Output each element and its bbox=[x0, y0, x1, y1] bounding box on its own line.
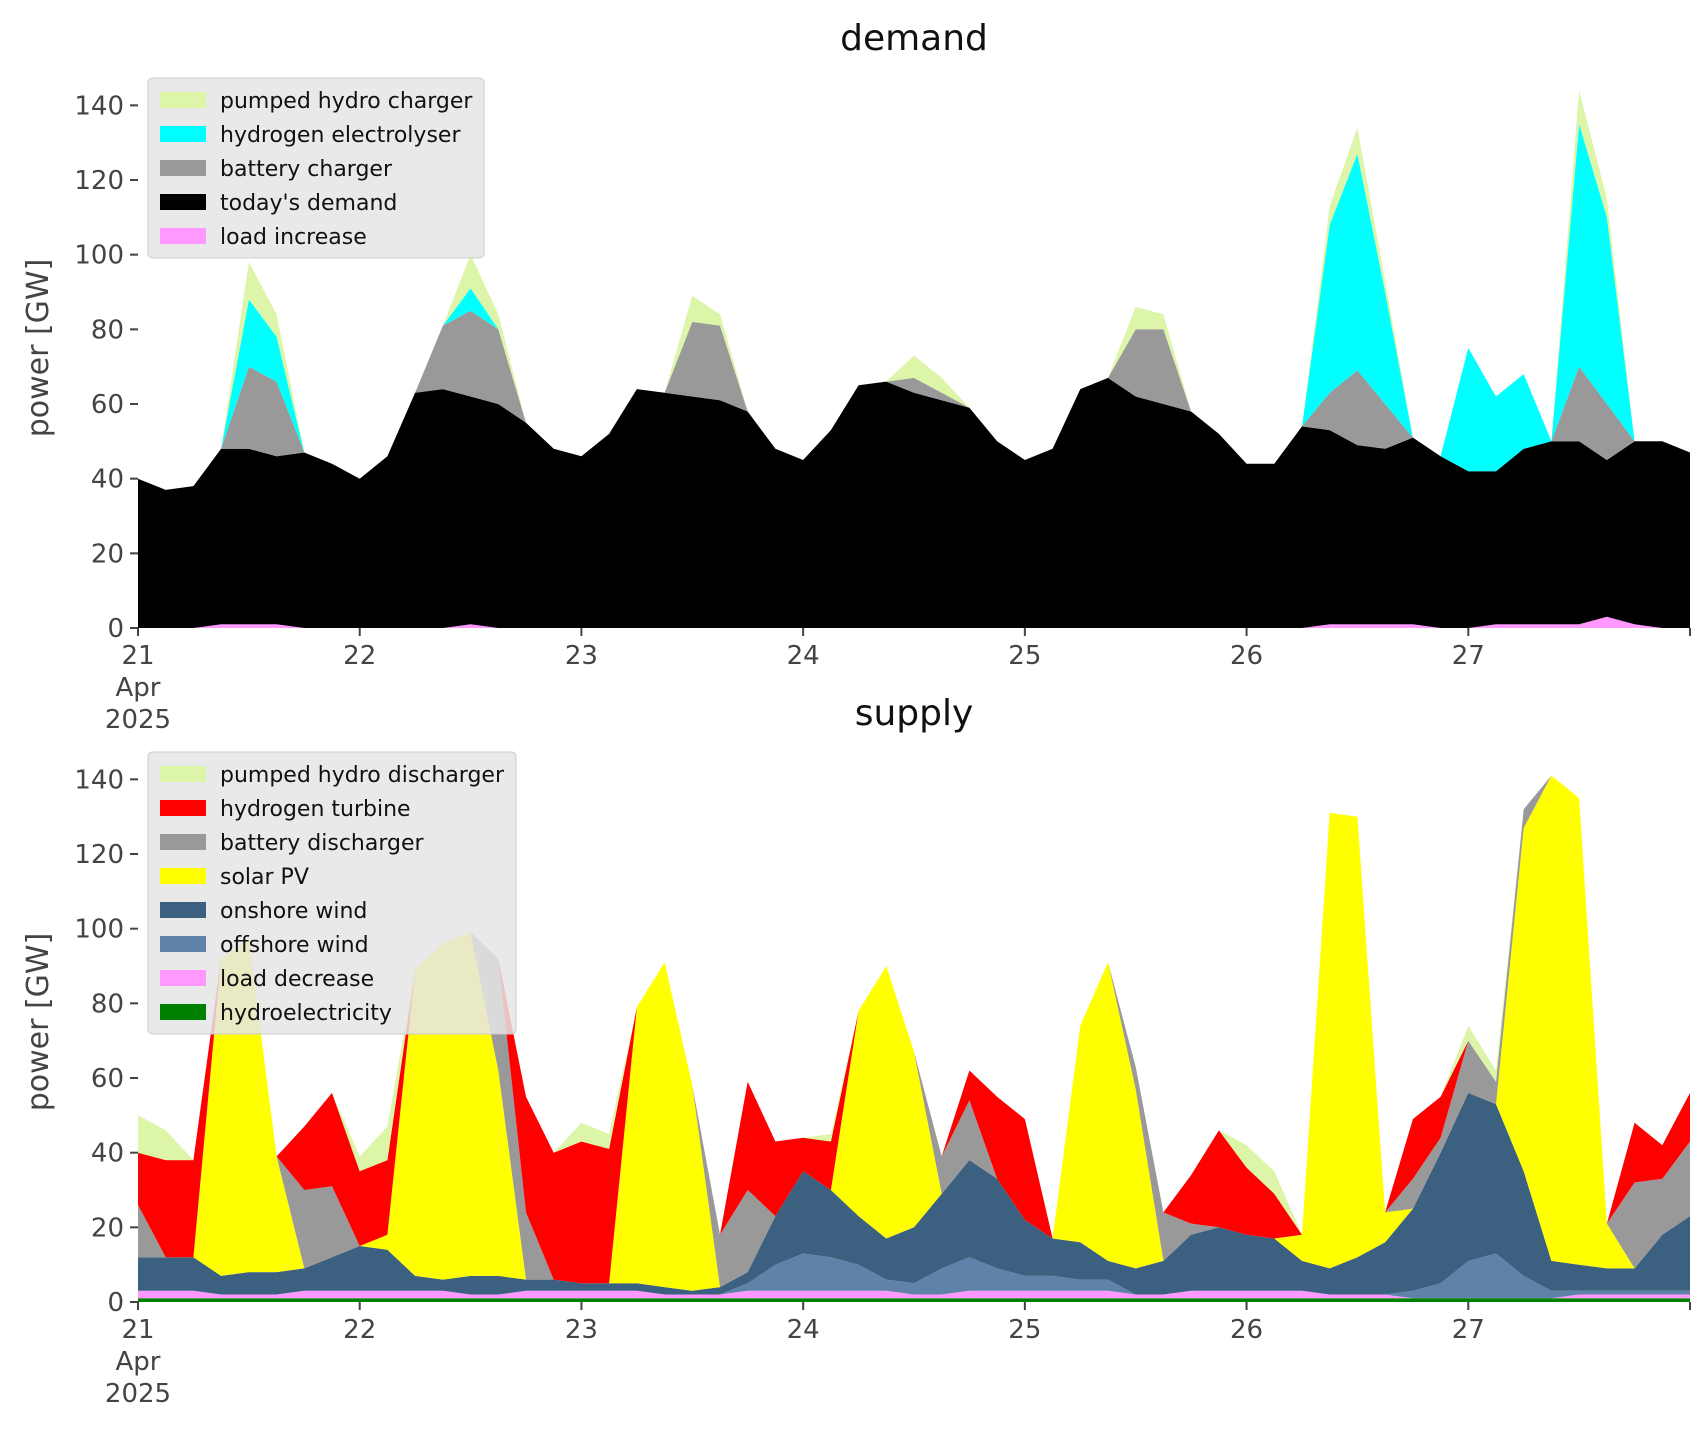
y-tick-label: 40 bbox=[91, 1139, 124, 1169]
y-tick-label: 40 bbox=[91, 465, 124, 495]
area-onshore-wind bbox=[138, 1092, 1690, 1295]
demand-legend: pumped hydro charger hydrogen electrolyse… bbox=[147, 77, 485, 259]
y-tick-label: 80 bbox=[91, 315, 124, 345]
y-tick-label: 140 bbox=[74, 91, 124, 121]
area-offshore-wind bbox=[138, 1253, 1690, 1299]
y-tick-label: 20 bbox=[91, 539, 124, 569]
x-tick-label: 22 bbox=[343, 1315, 376, 1345]
x-tick-label: Apr bbox=[116, 673, 161, 703]
legend-swatch bbox=[160, 902, 206, 918]
area-load-decrease bbox=[138, 1290, 1690, 1299]
supply-y-axis-label: power [GW] bbox=[21, 933, 56, 1112]
legend-swatch bbox=[160, 1004, 206, 1020]
legend-swatch bbox=[160, 160, 206, 176]
supply-y-axis: 0 20 40 60 80 100 120 140 power [GW] bbox=[21, 765, 138, 1318]
demand-y-axis-label: power [GW] bbox=[21, 259, 56, 438]
area-battery-charger bbox=[138, 310, 1690, 490]
legend-label: onshore wind bbox=[220, 899, 367, 924]
y-tick-label: 100 bbox=[74, 241, 124, 271]
y-tick-label: 60 bbox=[91, 1064, 124, 1094]
x-tick-label: 26 bbox=[1230, 1315, 1263, 1345]
x-tick-label: Apr bbox=[116, 1347, 161, 1377]
legend-swatch bbox=[160, 800, 206, 816]
x-tick-label: 24 bbox=[787, 641, 820, 671]
legend-label: hydrogen turbine bbox=[220, 797, 411, 822]
legend-label: hydrogen electrolyser bbox=[220, 123, 461, 148]
supply-title: supply bbox=[855, 693, 974, 734]
legend-label: load increase bbox=[220, 225, 367, 250]
legend-swatch bbox=[160, 766, 206, 782]
legend-swatch bbox=[160, 834, 206, 850]
x-tick-label: 26 bbox=[1230, 641, 1263, 671]
x-tick-label: 25 bbox=[1008, 1315, 1041, 1345]
legend-swatch bbox=[160, 92, 206, 108]
legend-label: offshore wind bbox=[220, 933, 369, 958]
x-tick-label: 27 bbox=[1452, 1315, 1485, 1345]
legend-label: battery discharger bbox=[220, 831, 425, 856]
y-tick-label: 120 bbox=[74, 840, 124, 870]
legend-label: pumped hydro discharger bbox=[220, 763, 505, 788]
legend-swatch bbox=[160, 194, 206, 210]
x-tick-label: 24 bbox=[787, 1315, 820, 1345]
x-tick-label: 21 bbox=[121, 1315, 154, 1345]
x-tick-label: 27 bbox=[1452, 641, 1485, 671]
legend-swatch bbox=[160, 868, 206, 884]
y-tick-label: 20 bbox=[91, 1213, 124, 1243]
x-tick-label: 2025 bbox=[105, 705, 171, 735]
demand-y-axis: 0 20 40 60 80 100 120 140 power [GW] bbox=[21, 91, 138, 644]
legend-swatch bbox=[160, 126, 206, 142]
legend-box bbox=[147, 751, 517, 1035]
legend-swatch bbox=[160, 936, 206, 952]
y-tick-label: 100 bbox=[74, 915, 124, 945]
supply-legend: pumped hydro discharger hydrogen turbine b… bbox=[147, 751, 517, 1035]
area-hydrogen-electrolyser bbox=[138, 124, 1690, 490]
legend-label: today's demand bbox=[220, 191, 397, 216]
y-tick-label: 0 bbox=[107, 1288, 124, 1318]
x-tick-label: 22 bbox=[343, 641, 376, 671]
x-tick-label: 23 bbox=[565, 641, 598, 671]
x-tick-label: 25 bbox=[1008, 641, 1041, 671]
legend-label: pumped hydro charger bbox=[220, 89, 473, 114]
demand-title: demand bbox=[840, 18, 988, 59]
y-tick-label: 0 bbox=[107, 614, 124, 644]
legend-label: solar PV bbox=[220, 865, 309, 890]
area-hydroelectricity bbox=[138, 1298, 1690, 1302]
y-tick-label: 60 bbox=[91, 390, 124, 420]
legend-box bbox=[147, 77, 485, 259]
legend-label: hydroelectricity bbox=[220, 1001, 392, 1026]
legend-swatch bbox=[160, 970, 206, 986]
y-tick-label: 80 bbox=[91, 989, 124, 1019]
legend-label: load decrease bbox=[220, 967, 374, 992]
y-tick-label: 120 bbox=[74, 166, 124, 196]
legend-swatch bbox=[160, 228, 206, 244]
area-load-increase bbox=[138, 616, 1690, 628]
demand-areas bbox=[138, 90, 1690, 628]
x-tick-label: 21 bbox=[121, 641, 154, 671]
area-today-s-demand bbox=[138, 377, 1690, 628]
y-tick-label: 140 bbox=[74, 765, 124, 795]
x-tick-label: 2025 bbox=[105, 1379, 171, 1409]
area-hydrogen-turbine bbox=[138, 775, 1690, 1284]
legend-label: battery charger bbox=[220, 157, 393, 182]
x-tick-label: 23 bbox=[565, 1315, 598, 1345]
